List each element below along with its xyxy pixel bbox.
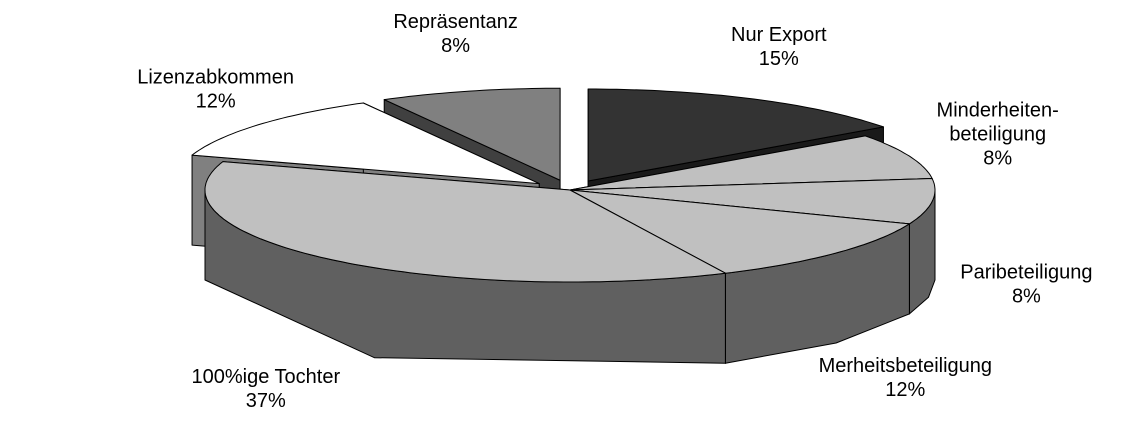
slice-label: 100%ige Tochter (191, 366, 340, 388)
slice (569, 135, 933, 191)
slice (383, 87, 561, 181)
slice (569, 178, 936, 225)
slice-label: Nur Export (731, 24, 827, 46)
slice-label: Repräsentanz (393, 11, 518, 33)
slice-value-label: 37% (246, 390, 286, 412)
slice (569, 189, 910, 274)
slice-label: Lizenzabkommen (137, 67, 294, 89)
slice (204, 161, 726, 283)
slice-label: Merheitsbeteiligung (819, 355, 992, 377)
slice-value-label: 12% (196, 91, 236, 113)
slice-value-label: 8% (1012, 285, 1041, 307)
slice-value-label: 12% (885, 379, 925, 401)
slice-value-label: 8% (983, 148, 1012, 170)
slice-value-label: 15% (759, 48, 799, 70)
slice (191, 102, 540, 185)
slice-value-label: 8% (441, 35, 470, 57)
slice-label: Minderheiten-beteiligung (937, 100, 1059, 146)
slice-label: Paribeteiligung (960, 261, 1092, 283)
slice (587, 88, 884, 182)
